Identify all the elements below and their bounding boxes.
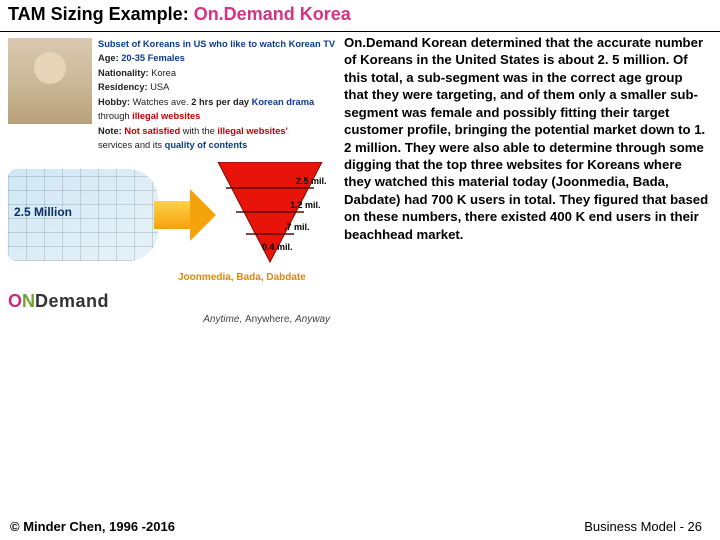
map-label: 2.5 Million xyxy=(14,205,72,219)
title-bar: TAM Sizing Example: On.Demand Korea xyxy=(0,0,720,32)
logo-o: O xyxy=(8,291,22,311)
persona-photo xyxy=(8,38,92,124)
age-value: 20-35 Females xyxy=(121,53,185,63)
tagline: Anytime, Anywhere, Anyway xyxy=(8,314,336,325)
persona-block: Subset of Koreans in US who like to watc… xyxy=(8,38,336,154)
logo-row: ONDemand xyxy=(8,291,336,312)
nat-value: Korea xyxy=(151,68,176,78)
funnel-level-3: .7 mil. xyxy=(284,222,310,232)
persona-subset: Subset of Koreans in US who like to watc… xyxy=(98,38,335,51)
logo-n: N xyxy=(22,291,35,311)
footer-copyright: © Minder Chen, 1996 -2016 xyxy=(10,519,175,534)
persona-facts: Subset of Koreans in US who like to watc… xyxy=(98,38,335,154)
note-label: Note: xyxy=(98,126,122,136)
note-mid: with the xyxy=(180,126,217,136)
content: Subset of Koreans in US who like to watc… xyxy=(0,32,720,502)
note-blue: quality of contents xyxy=(165,140,248,150)
note-tail: services and its xyxy=(98,140,165,150)
tagline-b: Anywhere, xyxy=(245,314,295,325)
title-brand: On.Demand Korea xyxy=(194,4,351,24)
note-red: Not satisfied xyxy=(124,126,180,136)
tagline-a: Anytime, xyxy=(203,314,245,325)
map-funnel-row: 2.5 Million 2.5 mil. 1.2 mil. .7 mil. 0.… xyxy=(8,160,336,270)
right-column: On.Demand Korean determined that the acc… xyxy=(340,32,720,502)
hobby-label: Hobby: xyxy=(98,97,130,107)
logo-on: ON xyxy=(8,291,35,312)
us-map: 2.5 Million xyxy=(8,169,158,261)
hobby-bold: 2 hrs per day xyxy=(191,97,249,107)
left-column: Subset of Koreans in US who like to watc… xyxy=(0,32,340,502)
age-label: Age: xyxy=(98,53,119,63)
funnel-level-1: 2.5 mil. xyxy=(296,176,327,186)
tagline-c: Anyway xyxy=(295,314,330,325)
funnel-level-2: 1.2 mil. xyxy=(290,200,321,210)
footer: © Minder Chen, 1996 -2016 Business Model… xyxy=(0,519,720,534)
title-prefix: TAM Sizing Example: xyxy=(8,4,194,24)
res-label: Residency: xyxy=(98,82,148,92)
hobby-through: through xyxy=(98,111,132,121)
footer-page: Business Model - 26 xyxy=(584,519,702,534)
logo-demand: Demand xyxy=(35,291,109,312)
res-value: USA xyxy=(150,82,169,92)
note-red2: illegal websites' xyxy=(217,126,287,136)
nat-label: Nationality: xyxy=(98,68,149,78)
funnel-level-4: 0.4 mil. xyxy=(262,242,293,252)
hobby-pre: Watches ave. xyxy=(133,97,192,107)
hobby-mid: Korean drama xyxy=(249,97,314,107)
funnel-sites: Joonmedia, Bada, Dabdate xyxy=(178,272,336,283)
funnel-chart: 2.5 mil. 1.2 mil. .7 mil. 0.4 mil. xyxy=(212,162,328,268)
body-text: On.Demand Korean determined that the acc… xyxy=(344,34,710,243)
hobby-red: illegal websites xyxy=(132,111,200,121)
